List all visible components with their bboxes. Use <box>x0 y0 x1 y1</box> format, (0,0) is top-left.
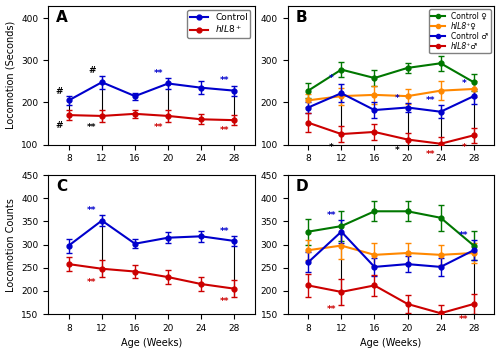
Text: **: ** <box>87 278 97 286</box>
Text: **: ** <box>220 126 229 135</box>
Text: **: ** <box>459 315 468 324</box>
Text: **: ** <box>426 96 436 105</box>
Control <box>232 88 237 93</box>
Control <box>165 81 171 86</box>
Legend: Control, $hIL8^+$: Control, $hIL8^+$ <box>187 10 250 38</box>
Text: *: * <box>395 94 400 103</box>
Text: **: ** <box>154 123 163 132</box>
Text: C: C <box>56 179 68 194</box>
Text: **: ** <box>326 211 336 219</box>
Text: *: * <box>462 143 466 152</box>
Y-axis label: Locomotion (Seconds): Locomotion (Seconds) <box>6 21 16 129</box>
Control <box>66 98 72 102</box>
Y-axis label: Locomotion Counts: Locomotion Counts <box>6 198 16 292</box>
X-axis label: Age (Weeks): Age (Weeks) <box>360 338 422 348</box>
Text: #: # <box>55 121 62 130</box>
Text: #: # <box>55 87 62 96</box>
Text: B: B <box>296 10 308 25</box>
Text: **: ** <box>220 227 229 236</box>
$hIL8^+$ <box>99 114 105 118</box>
Control <box>132 94 138 98</box>
Control <box>198 86 204 90</box>
Text: **: ** <box>459 230 468 240</box>
$hIL8^+$ <box>232 118 237 122</box>
$hIL8^+$ <box>165 114 171 118</box>
$hIL8^+$ <box>198 117 204 121</box>
Text: *: * <box>462 79 466 88</box>
Text: **: ** <box>154 69 163 78</box>
Text: *: * <box>329 143 334 152</box>
Line: $hIL8^+$: $hIL8^+$ <box>66 112 236 122</box>
Text: **: ** <box>87 123 97 132</box>
Text: **: ** <box>426 150 436 160</box>
Text: **: ** <box>220 76 229 85</box>
Text: **: ** <box>87 206 97 215</box>
Text: #: # <box>88 67 96 75</box>
Text: **: ** <box>326 306 336 314</box>
Legend: Control ♀, hIL8⁺♀, Control ♂, hIL8⁺♂: Control ♀, hIL8⁺♀, Control ♂, hIL8⁺♂ <box>429 9 490 53</box>
Line: Control: Control <box>66 80 236 103</box>
Text: D: D <box>296 179 308 194</box>
Text: **: ** <box>220 297 229 307</box>
X-axis label: Age (Weeks): Age (Weeks) <box>121 338 182 348</box>
Text: *: * <box>329 74 334 84</box>
$hIL8^+$ <box>132 112 138 116</box>
Text: *: * <box>395 146 400 155</box>
$hIL8^+$ <box>66 113 72 117</box>
Control <box>99 80 105 84</box>
Text: A: A <box>56 10 68 25</box>
